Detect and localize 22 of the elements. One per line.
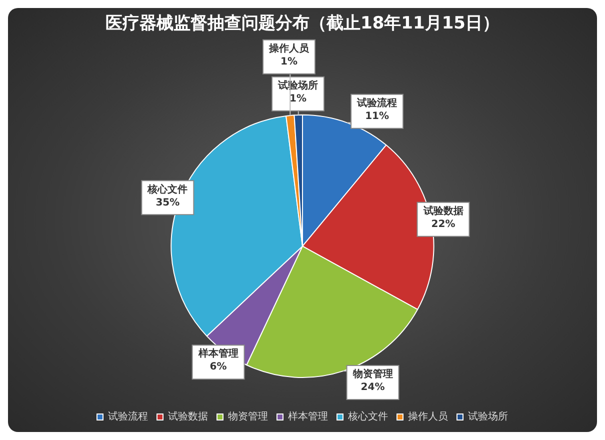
data-label: 35% xyxy=(156,197,180,208)
data-label: 11% xyxy=(365,110,390,122)
slice-label: 试验场所 xyxy=(277,80,318,92)
slice-label: 样本管理 xyxy=(197,348,238,360)
data-label: 6% xyxy=(210,362,227,373)
legend-label: 物资管理 xyxy=(228,410,268,423)
slice-label: 试验流程 xyxy=(356,96,398,109)
data-label: 1% xyxy=(290,94,306,104)
legend-label: 操作人员 xyxy=(408,410,448,423)
legend-label: 试验数据 xyxy=(168,410,208,423)
chart-title: 医疗器械监督抽查问题分布（截止18年11月15日） xyxy=(106,14,500,34)
data-label: 22% xyxy=(431,218,456,230)
legend-label: 核心文件 xyxy=(347,410,388,423)
legend-label: 样本管理 xyxy=(288,410,328,423)
legend-label: 试验流程 xyxy=(108,410,148,423)
data-label: 24% xyxy=(360,382,385,394)
slice-label: 试验数据 xyxy=(422,204,464,217)
data-label: 1% xyxy=(280,56,298,68)
slice-label: 核心文件 xyxy=(146,183,188,196)
slice-label: 物资管理 xyxy=(352,368,393,380)
legend-label: 试验场所 xyxy=(468,410,508,423)
slice-label: 操作人员 xyxy=(268,42,310,54)
